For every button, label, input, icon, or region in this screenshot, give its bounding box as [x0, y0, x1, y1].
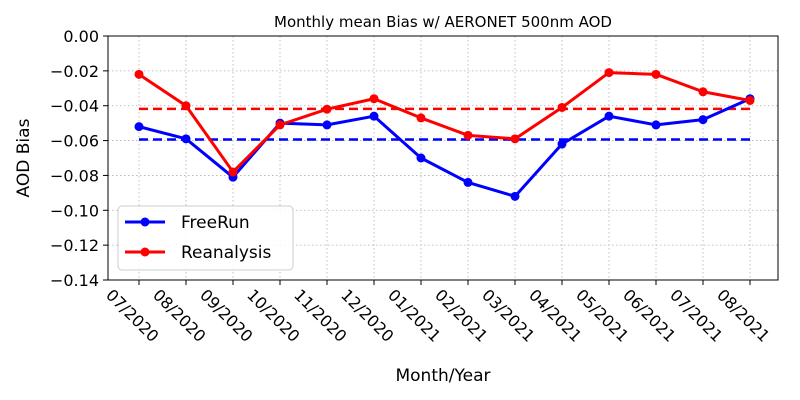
mean-lines — [139, 107, 750, 141]
data-point-reanalysis — [369, 94, 379, 104]
data-point-reanalysis — [745, 95, 755, 105]
data-point-freerun — [181, 134, 191, 144]
data-point-reanalysis — [557, 102, 567, 112]
data-point-reanalysis — [604, 68, 614, 78]
legend-label-reanalysis: Reanalysis — [181, 243, 271, 263]
data-point-freerun — [416, 153, 426, 163]
y-tick-label: 0.00 — [63, 27, 99, 46]
data-point-reanalysis — [134, 69, 144, 79]
data-point-freerun — [698, 115, 708, 125]
y-axis-ticks: 0.00 −0.02 −0.04 −0.06 −0.08 −0.10 −0.12 −0.14 — [50, 27, 108, 290]
legend-marker-reanalysis — [140, 247, 150, 257]
y-tick-label: −0.06 — [50, 132, 99, 151]
legend-marker-freerun — [140, 217, 150, 227]
legend-label-freerun: FreeRun — [181, 213, 250, 233]
data-point-freerun — [557, 139, 567, 149]
data-point-freerun — [604, 111, 614, 121]
data-point-freerun — [322, 120, 332, 130]
data-point-reanalysis — [322, 104, 332, 114]
legend: FreeRun Reanalysis — [117, 205, 294, 271]
data-point-freerun — [369, 111, 379, 121]
chart-title: Monthly mean Bias w/ AERONET 500nm AOD — [274, 13, 612, 31]
data-point-reanalysis — [275, 120, 285, 130]
data-point-reanalysis — [698, 87, 708, 97]
y-tick-label: −0.02 — [50, 62, 99, 81]
y-tick-label: −0.10 — [50, 201, 99, 220]
data-point-reanalysis — [228, 167, 238, 177]
y-axis-label: AOD Bias — [14, 118, 34, 197]
data-point-reanalysis — [651, 69, 661, 79]
y-tick-label: −0.12 — [50, 236, 99, 255]
plot-frame — [107, 35, 779, 281]
data-point-freerun — [510, 191, 520, 201]
series-line-reanalysis — [138, 71, 751, 174]
y-tick-label: −0.04 — [50, 97, 99, 116]
data-point-reanalysis — [510, 134, 520, 144]
series-line-freerun — [138, 97, 751, 198]
series-lines — [134, 68, 755, 201]
data-point-reanalysis — [463, 130, 473, 140]
data-point-freerun — [134, 122, 144, 132]
data-point-freerun — [651, 120, 661, 130]
y-tick-label: −0.14 — [50, 271, 99, 290]
y-tick-label: −0.08 — [50, 166, 99, 185]
data-point-freerun — [463, 177, 473, 187]
x-axis-label: Month/Year — [395, 366, 490, 386]
data-point-reanalysis — [181, 101, 191, 111]
data-point-reanalysis — [416, 113, 426, 123]
